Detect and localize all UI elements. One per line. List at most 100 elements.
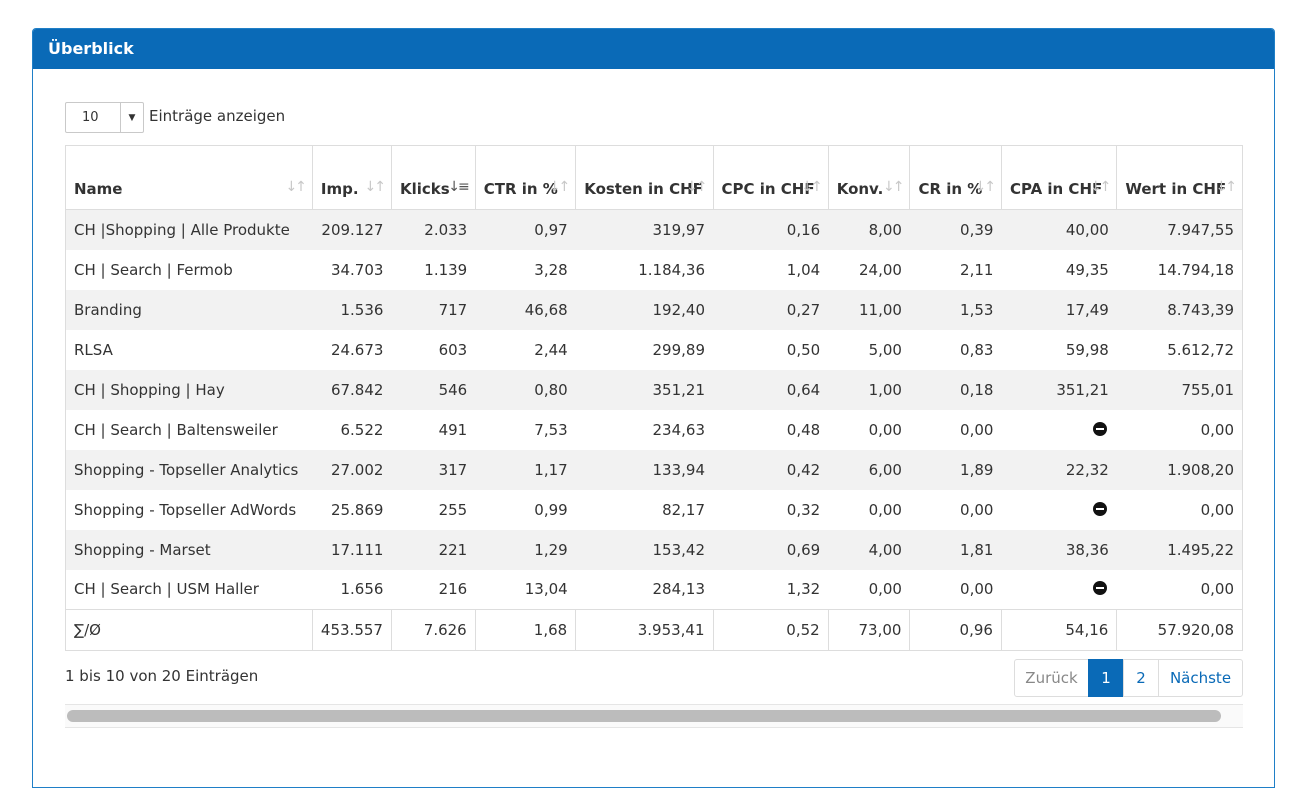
table-cell: 603 — [438, 340, 468, 359]
table-cell: 0,64 — [713, 369, 829, 410]
totals-cell: 453.557 — [311, 609, 392, 651]
table-cell: 24.673 — [330, 340, 384, 359]
sort-icon[interactable]: ↓↑ — [364, 179, 386, 195]
column-header-3[interactable]: CTR in % ↓↑ — [474, 145, 577, 210]
horizontal-scrollbar[interactable] — [65, 704, 1243, 728]
column-header-label: CPA in CHF — [1009, 180, 1103, 198]
table-cell: Shopping - Topseller Analytics — [65, 449, 313, 490]
sort-icon[interactable]: ↓↑ — [1215, 179, 1238, 195]
sort-desc-icon[interactable]: ↓≡ — [448, 179, 470, 195]
sort-icon[interactable]: ↓↑ — [1089, 179, 1112, 195]
column-header-9[interactable]: Wert in CHF ↓↑ — [1116, 145, 1243, 210]
table-cell: 299,89 — [652, 340, 706, 359]
table-cell: 0,18 — [909, 369, 1002, 410]
column-header-8[interactable]: CPA in CHF ↓↑ — [1000, 145, 1118, 210]
column-header-1[interactable]: Imp. ↓↑ — [311, 145, 392, 210]
totals-cell: 54,16 — [1000, 609, 1118, 651]
table-cell: 67.842 — [312, 369, 392, 410]
table-cell: 1.656 — [340, 580, 384, 599]
table-cell: 0,50 — [786, 340, 821, 359]
column-header-label: Wert in CHF — [1125, 180, 1227, 198]
table-cell: 6,00 — [828, 449, 910, 490]
table-cell: 1,53 — [909, 289, 1002, 330]
table-cell — [1001, 490, 1116, 530]
table-cell: 0,00 — [1116, 409, 1243, 450]
table-cell: 0,80 — [475, 369, 576, 410]
table-cell: 1.139 — [424, 260, 468, 279]
column-header-0[interactable]: Name ↓↑ — [65, 145, 313, 210]
column-header-7[interactable]: CR in % ↓↑ — [909, 145, 1002, 210]
table-row: CH | Search | USM Haller 1.656 216 13,04 284… — [65, 569, 1243, 610]
table-cell: 38,36 — [1001, 529, 1117, 570]
table-cell: 17,49 — [1001, 289, 1117, 330]
table-cell: 2.033 — [391, 209, 476, 250]
table-cell: 1,00 — [828, 369, 910, 410]
table-cell: 0,83 — [960, 340, 994, 359]
sort-icon[interactable]: ↓↑ — [801, 179, 823, 195]
page-2-button[interactable]: 2 — [1123, 659, 1159, 697]
table-cell: 0,00 — [868, 420, 902, 439]
table-cell: 5.612,72 — [1116, 329, 1243, 370]
table-cell: 0,69 — [713, 529, 829, 570]
sort-icon[interactable]: ↓↑ — [548, 179, 571, 195]
table-cell: 1,32 — [786, 580, 821, 599]
minus-circle-icon — [1092, 421, 1107, 436]
caret-down-icon[interactable]: ▼ — [120, 103, 143, 132]
sort-icon[interactable]: ↓↑ — [285, 179, 307, 195]
table-cell: 1,89 — [909, 449, 1002, 490]
sort-icon[interactable]: ↓↑ — [974, 179, 996, 195]
table-cell: 0,00 — [960, 580, 994, 599]
table-cell: 546 — [391, 369, 476, 410]
sort-icon[interactable]: ↓↑ — [883, 179, 905, 195]
table-cell: 13,04 — [524, 580, 568, 599]
prev-page-button[interactable]: Zurück — [1014, 659, 1089, 697]
table-cell: RLSA — [65, 329, 313, 370]
table-cell: 0,00 — [960, 500, 994, 519]
column-header-label: Kosten in CHF — [584, 180, 703, 198]
table-row: CH | Search | Fermob 34.703 1.139 3,28 1.184… — [65, 249, 1243, 290]
table-cell: 1,81 — [909, 529, 1002, 570]
column-header-label: CTR in % — [483, 180, 558, 198]
table-row: RLSA 24.673 603 2,44 299,89 0,50 5,00 0,83 59,98… — [65, 329, 1243, 370]
entries-length-label: Einträge anzeigen — [149, 106, 286, 125]
table-cell: Shopping - Marset — [65, 529, 313, 570]
next-page-button[interactable]: Nächste — [1158, 659, 1243, 697]
column-header-6[interactable]: Konv. ↓↑ — [827, 145, 911, 210]
table-cell: 351,21 — [1001, 369, 1117, 410]
table-info: 1 bis 10 von 20 Einträgen — [65, 667, 259, 685]
sort-icon[interactable]: ↓↑ — [686, 179, 708, 195]
table-cell: 7,53 — [534, 420, 568, 439]
table-cell: 8.743,39 — [1116, 289, 1243, 330]
column-header-5[interactable]: CPC in CHF ↓↑ — [712, 145, 829, 210]
table-row: CH |Shopping | Alle Produkte 209.127 2.033… — [65, 209, 1243, 250]
page-1-button[interactable]: 1 — [1088, 659, 1124, 697]
table-cell: Branding — [65, 289, 313, 330]
table-cell: 221 — [391, 529, 476, 570]
entries-length-select[interactable]: 10 ▼ — [65, 102, 144, 133]
table-cell: 0,00 — [1116, 569, 1243, 610]
column-header-4[interactable]: Kosten in CHF ↓↑ — [575, 145, 714, 210]
scrollbar-thumb[interactable] — [67, 710, 1221, 722]
table-cell: 5,00 — [868, 340, 902, 359]
table-cell: 1,29 — [475, 529, 576, 570]
table-row: CH | Shopping | Hay 67.842 546 0,80 351,21 0,… — [65, 369, 1243, 410]
column-header-2[interactable]: Klicks ↓≡ — [390, 145, 476, 210]
table-cell: 0,97 — [475, 209, 576, 250]
table-cell: 25.869 — [330, 500, 384, 519]
table-cell: 351,21 — [575, 369, 714, 410]
table-row: Shopping - Marset 17.111 221 1,29 153,42 0,69… — [65, 529, 1243, 570]
table-cell: CH | Search | Fermob — [65, 249, 313, 290]
totals-cell: 1,68 — [474, 609, 577, 651]
pagination: Zurück 1 2 Nächste — [1014, 659, 1243, 697]
table-cell: 255 — [438, 500, 468, 519]
table-cell: 491 — [438, 420, 468, 439]
table-cell: 3,28 — [534, 260, 568, 279]
table-row: Shopping - Topseller Analytics 27.002 317 1… — [65, 449, 1243, 490]
table-cell: 209.127 — [312, 209, 392, 250]
totals-row: ∑/Ø 453.557 7.626 1,68 3.953,41 0,52 73,00 0,96… — [65, 609, 1243, 651]
table-cell: 0,39 — [909, 209, 1002, 250]
totals-cell: 7.626 — [390, 609, 476, 651]
table-cell: 2,11 — [960, 260, 994, 279]
column-header-label: Konv. — [836, 180, 884, 198]
table-row: Shopping - Topseller AdWords 25.869 255 0,9… — [65, 489, 1243, 530]
